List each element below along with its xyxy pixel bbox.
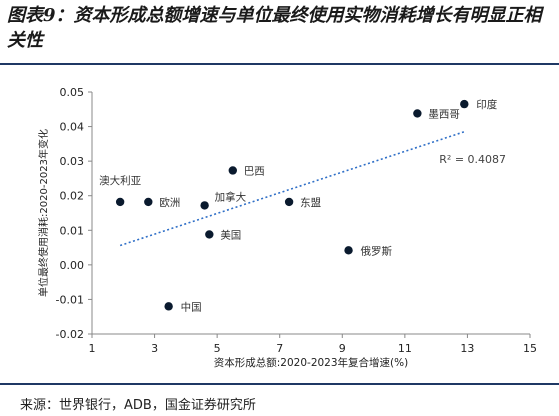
y-tick-label: -0.02 xyxy=(56,328,84,341)
y-axis-title: 单位最终使用消耗:2020-2023年变化 xyxy=(37,129,50,297)
r-squared-label: R² = 0.4087 xyxy=(439,153,506,166)
data-point xyxy=(460,99,469,109)
point-label: 欧洲 xyxy=(159,197,180,209)
data-point xyxy=(164,302,173,311)
trendline-layer xyxy=(119,130,465,247)
points-layer xyxy=(115,99,469,311)
y-tick-label: 0.00 xyxy=(60,259,85,272)
bottom-rule xyxy=(0,383,559,385)
point-label: 中国 xyxy=(181,300,202,313)
data-point xyxy=(413,109,422,118)
y-tick-label: -0.01 xyxy=(56,293,84,306)
y-tick-label: 0.03 xyxy=(60,155,85,168)
data-point xyxy=(144,197,153,207)
y-tick-label: 0.05 xyxy=(60,86,85,99)
point-label: 巴西 xyxy=(244,165,265,177)
data-point xyxy=(115,197,125,207)
point-label: 加拿大 xyxy=(215,190,247,203)
x-tick-label: 5 xyxy=(214,342,221,355)
trendline xyxy=(119,130,465,247)
y-tick-label: 0.01 xyxy=(60,224,85,237)
x-tick-label: 3 xyxy=(151,342,158,355)
x-tick-label: 9 xyxy=(339,342,346,355)
data-point xyxy=(228,166,237,175)
chart-axes: -0.02-0.010.000.010.020.030.040.051 3 5 7 9 1… xyxy=(37,86,537,369)
point-label: 美国 xyxy=(220,228,241,241)
point-label: 墨西哥 xyxy=(428,108,460,120)
x-tick-label: 7 xyxy=(276,342,283,355)
point-label: 印度 xyxy=(476,98,497,111)
point-label: 东盟 xyxy=(300,196,321,209)
x-tick-label: 1 xyxy=(89,342,96,355)
top-rule xyxy=(0,63,559,65)
x-axis-title: 资本形成总额:2020-2023年复合增速(%) xyxy=(214,356,408,369)
data-point xyxy=(205,230,214,239)
source-note: 来源：世界银行，ADB，国金证券研究所 xyxy=(20,398,256,413)
y-tick-label: 0.04 xyxy=(60,121,85,134)
data-point xyxy=(344,246,353,255)
data-point xyxy=(284,197,294,207)
y-tick-label: 0.02 xyxy=(60,190,85,203)
point-label: 澳大利亚 xyxy=(99,174,141,187)
x-tick-label: 15 xyxy=(523,342,537,355)
scatter-chart: -0.02-0.010.000.010.020.030.040.051 3 5 7 9 1… xyxy=(37,86,537,369)
point-label: 俄罗斯 xyxy=(361,244,393,257)
figure-title: 图表9：资本形成总额增速与单位最终使用实物消耗增长有明显正相关性 xyxy=(7,5,542,51)
data-point xyxy=(200,201,209,210)
x-tick-label: 11 xyxy=(398,342,412,355)
x-tick-label: 13 xyxy=(460,342,474,355)
